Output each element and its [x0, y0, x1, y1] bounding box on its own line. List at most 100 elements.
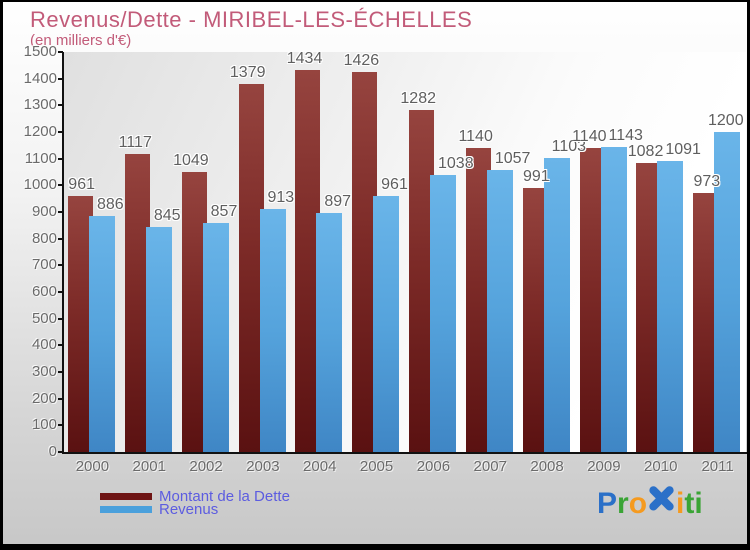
- revenus-bar: [145, 226, 172, 452]
- revenus-bar: [430, 175, 456, 452]
- bar-value-label: 1140: [572, 128, 607, 145]
- y-tick-label: 1200: [23, 123, 57, 140]
- legend-swatch-dette: [100, 493, 152, 500]
- legend-label-revenus: Revenus: [159, 501, 219, 518]
- bar-value-label: 913: [267, 188, 295, 206]
- y-tick-label: 1500: [23, 43, 57, 60]
- y-tick-mark: [58, 77, 63, 80]
- x-year-label: 2006: [416, 458, 451, 475]
- dette-bar: [295, 69, 321, 452]
- revenus-bar: [202, 223, 229, 452]
- y-tick-label: 1400: [23, 69, 57, 87]
- bar-value-label: 1140: [458, 128, 493, 145]
- x-year-label: 2004: [303, 458, 337, 475]
- y-tick-mark: [58, 131, 63, 133]
- logo-letter: i: [694, 487, 703, 520]
- dette-bar: [238, 84, 264, 452]
- dette-bar: [693, 192, 719, 452]
- dette-bar: [409, 110, 434, 452]
- bar-value-label: 1082: [627, 143, 664, 161]
- dette-bar: [636, 163, 662, 452]
- y-tick-mark: [58, 211, 63, 213]
- y-tick-label: 400: [31, 336, 57, 354]
- y-tick-label: 1000: [23, 176, 57, 194]
- plot-area: 961 886 1117 845 1049 857 1379 913 1434 897 1426 96…: [64, 49, 746, 452]
- y-tick-label: 500: [31, 309, 57, 327]
- revenus-bar: [657, 161, 684, 452]
- revenus-bar: [600, 147, 627, 452]
- dette-bar: [465, 148, 491, 452]
- y-tick-label: 800: [31, 229, 57, 247]
- y-tick-label: 300: [31, 363, 57, 380]
- y-tick-label: 1100: [24, 149, 57, 167]
- x-year-label: 2007: [473, 458, 507, 475]
- x-year-label: 2002: [189, 458, 223, 475]
- dette-bar: [522, 187, 548, 452]
- y-tick-mark: [58, 397, 63, 400]
- revenus-bar: [543, 157, 570, 452]
- page-title: Revenus/Dette - MIRIBEL-LES-ÉCHELLES: [30, 7, 473, 32]
- chart-canvas: Revenus/Dette - MIRIBEL-LES-ÉCHELLES (en…: [3, 2, 747, 544]
- logo-letter: r: [617, 487, 629, 520]
- revenus-bar: [486, 170, 513, 452]
- y-tick-label: 0: [48, 443, 57, 460]
- revenus-bar: [373, 195, 400, 452]
- y-tick-mark: [58, 184, 63, 187]
- y-tick-mark: [58, 264, 63, 267]
- revenus-bar: [89, 215, 115, 452]
- x-year-label: 2010: [644, 458, 678, 475]
- y-tick-label: 900: [31, 203, 57, 220]
- y-tick-label: 200: [31, 389, 57, 407]
- revenus-bar: [316, 212, 343, 452]
- x-year-label: 2008: [530, 458, 564, 475]
- bar-value-label: 1426: [343, 51, 380, 69]
- y-tick-mark: [58, 237, 63, 240]
- x-axis: [62, 452, 747, 454]
- x-year-label: 2009: [587, 458, 621, 475]
- y-tick-mark: [58, 344, 63, 347]
- bar-value-label: 857: [210, 203, 238, 221]
- logo-letter: P: [597, 487, 618, 520]
- bar-value-label: 961: [381, 175, 408, 193]
- dette-bar: [124, 154, 150, 452]
- bar-value-label: 1143: [608, 127, 643, 145]
- y-tick-label: 700: [31, 256, 57, 274]
- bar-value-label: 897: [324, 192, 352, 210]
- dette-bar: [352, 71, 378, 452]
- y-tick-label: 600: [31, 283, 57, 300]
- dette-bar: [579, 148, 605, 452]
- plot-background: [64, 52, 746, 452]
- logo-letter: t: [684, 487, 695, 520]
- bar-value-label: 1091: [665, 141, 701, 159]
- y-tick-label: 100: [31, 416, 57, 434]
- x-year-label: 2001: [132, 458, 166, 475]
- legend-label-dette: Montant de la Dette: [159, 488, 290, 505]
- bar-value-label: 886: [97, 195, 124, 213]
- bar-value-label: 991: [522, 167, 550, 185]
- x-year-label: 2000: [75, 458, 110, 475]
- bar-value-label: 1379: [229, 64, 266, 82]
- legend-swatch-revenus: [100, 506, 152, 513]
- y-tick-mark: [58, 291, 63, 293]
- logo-letter: o: [628, 487, 648, 520]
- x-year-label: 2003: [246, 458, 280, 475]
- dette-bar: [68, 195, 93, 452]
- bar-value-label: 1103: [551, 137, 587, 155]
- y-tick-mark: [58, 157, 63, 160]
- dette-bar: [181, 172, 207, 452]
- y-axis: [62, 52, 64, 453]
- bar-value-label: 973: [693, 172, 721, 190]
- bar-value-label: 1117: [118, 134, 152, 152]
- bar-value-label: 1282: [400, 90, 436, 108]
- y-tick-mark: [58, 451, 63, 453]
- bar-value-label: 1049: [173, 152, 209, 170]
- page-subtitle: (en milliers d'€): [30, 32, 132, 49]
- y-tick-mark: [58, 51, 63, 53]
- x-year-label: 2005: [359, 458, 394, 475]
- logo-letter: i: [676, 487, 685, 520]
- y-tick-mark: [58, 317, 63, 320]
- logo-x-icon: [647, 484, 676, 520]
- y-tick-mark: [58, 104, 63, 107]
- bar-value-label: 1434: [286, 49, 323, 67]
- revenus-bar: [714, 132, 741, 452]
